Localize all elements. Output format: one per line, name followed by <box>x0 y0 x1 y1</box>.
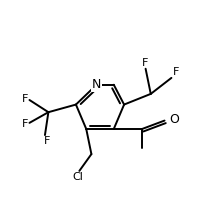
Text: Cl: Cl <box>72 172 83 182</box>
Text: N: N <box>92 78 101 91</box>
Text: O: O <box>169 112 179 126</box>
Text: F: F <box>22 94 29 104</box>
Text: F: F <box>44 136 50 146</box>
Text: F: F <box>142 58 148 68</box>
Text: F: F <box>22 119 29 129</box>
Text: F: F <box>172 67 179 77</box>
